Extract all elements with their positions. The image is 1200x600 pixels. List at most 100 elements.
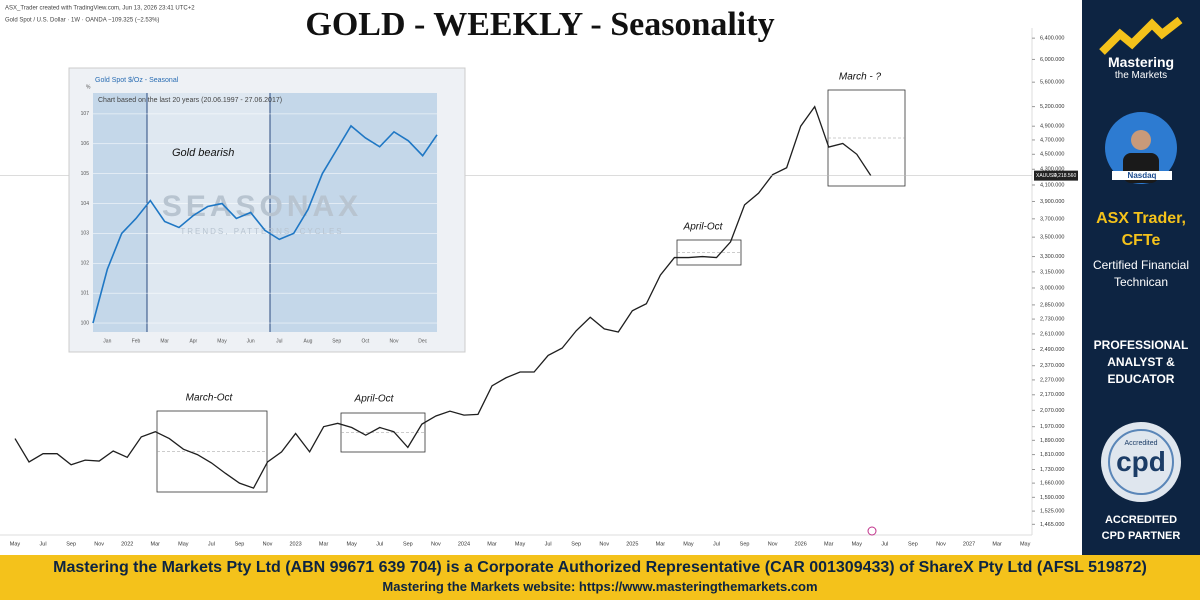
x-tick-label: 2025 [626, 541, 638, 547]
y-tick-label: 104 [81, 201, 90, 207]
nasdaq: Nasdaq [1112, 171, 1172, 180]
x-tick-label: Jul [376, 541, 383, 547]
x-tick-label: 2024 [458, 541, 470, 547]
x-tick-label: Mar [992, 541, 1002, 547]
y-tick-label: 5,600.000 [1040, 80, 1064, 86]
y-unit: % [86, 84, 91, 90]
x-tick-label: Nov [263, 541, 273, 547]
y-tick-label: 3,000.000 [1040, 285, 1064, 291]
x-tick-label: Jul [881, 541, 888, 547]
x-tick-label: Nov [390, 338, 399, 344]
y-tick-label: 107 [81, 111, 90, 117]
x-tick-label: May [347, 541, 358, 547]
x-tick-label: May [683, 541, 694, 547]
x-tick-label: Jul [40, 541, 47, 547]
y-tick-label: 2,170.000 [1040, 392, 1064, 398]
y-tick-label: 6,000.000 [1040, 57, 1064, 63]
y-tick-label: 2,730.000 [1040, 317, 1064, 323]
y-tick-label: 4,500.000 [1040, 152, 1064, 158]
badge: ANALYST & [1107, 355, 1175, 369]
y-tick-label: 2,850.000 [1040, 302, 1064, 308]
y-tick-label: 100 [81, 320, 90, 326]
x-tick-label: Jul [545, 541, 552, 547]
y-tick-label: 1,810.000 [1040, 452, 1064, 458]
y-tick-label: 101 [81, 290, 90, 296]
x-tick-label: Jul [276, 338, 282, 344]
brand: Mastering [1107, 54, 1175, 70]
y-tick-label: 103 [81, 231, 90, 237]
chart: ASX_Trader created with TradingView.com,… [0, 6, 1078, 547]
inset-subtitle: Chart based on the last 20 years (20.06.… [98, 97, 282, 104]
cpd-badge [1101, 422, 1181, 502]
annotation-label: March-Oct [186, 393, 234, 404]
y-tick-label: 6,400.000 [1040, 36, 1064, 42]
x-tick-label: Feb [132, 338, 141, 344]
y-tick-label: 1,890.000 [1040, 438, 1064, 444]
x-tick-label: Aug [304, 338, 313, 344]
name: ASX Trader, [1096, 210, 1186, 227]
last-price-box [1034, 170, 1078, 181]
footer: Mastering the Markets Pty Ltd (ABN 99671… [0, 555, 1200, 600]
y-tick-label: 1,590.000 [1040, 495, 1064, 501]
partner: ACCREDITED [1104, 514, 1178, 526]
partner: CPD PARTNER [1101, 530, 1181, 542]
logo [1099, 16, 1183, 55]
x-tick-label: Mar [656, 541, 666, 547]
y-tick-label: 4,100.000 [1040, 182, 1064, 188]
y-tick-label: 1,525.000 [1040, 509, 1064, 515]
role: Technican [1113, 275, 1169, 289]
price-line [14, 105, 872, 489]
x-tick-label: Sep [740, 541, 750, 547]
y-tick-label: 1,465.000 [1040, 522, 1064, 528]
x-tick-label: Oct [361, 338, 369, 344]
x-tick-label: Jan [103, 338, 111, 344]
y-tick-label: 3,150.000 [1040, 269, 1064, 275]
sidebar: Mastering the Markets Nasdaq ASX Trader,… [1082, 0, 1200, 555]
y-tick-label: 1,660.000 [1040, 481, 1064, 487]
y-tick-label: 4,900.000 [1040, 124, 1064, 130]
season-band [270, 93, 437, 332]
x-tick-label: Sep [571, 541, 581, 547]
season-band [93, 93, 147, 332]
y-tick-label: 4,300.000 [1040, 167, 1064, 173]
y-tick-label: 2,070.000 [1040, 408, 1064, 414]
x-tick-label: May [1020, 541, 1031, 547]
x-tick-label: Sep [332, 338, 341, 344]
title: GOLD - WEEKLY - Seasonality [305, 6, 774, 43]
badge: PROFESSIONAL [1093, 338, 1189, 352]
x-tick-label: 2022 [121, 541, 133, 547]
x-tick-label: May [10, 541, 21, 547]
last-price-symbol: XAUUSD [1036, 173, 1057, 179]
y-tick-label: 2,490.000 [1040, 347, 1064, 353]
y-tick-label: 3,500.000 [1040, 235, 1064, 241]
x-tick-label: Nov [431, 541, 441, 547]
y-tick-label: 5,200.000 [1040, 104, 1064, 110]
x-tick-label: Sep [908, 541, 918, 547]
y-tick-label: 2,270.000 [1040, 377, 1064, 383]
x-tick-label: Apr [189, 338, 197, 344]
x-tick-label: Jul [208, 541, 215, 547]
tv-icon [867, 526, 877, 536]
inset-title: Gold Spot $/Oz - Seasonal [95, 77, 179, 84]
x-tick-label: May [178, 541, 189, 547]
y-tick-label: 3,900.000 [1040, 199, 1064, 205]
annotation-label: March - ? [839, 72, 882, 83]
inset-annotation: Gold bearish [172, 147, 234, 159]
footer-line: Mastering the Markets website: https://w… [382, 579, 818, 594]
role: Certified Financial [1092, 258, 1190, 272]
x-tick-label: May [852, 541, 863, 547]
y-tick-label: 1,730.000 [1040, 467, 1064, 473]
symbol-line: Gold Spot / U.S. Dollar · 1W · OANDA −10… [5, 18, 159, 24]
x-tick-label: Nov [94, 541, 104, 547]
y-tick-label: 106 [81, 141, 90, 147]
x-tick-label: Mar [151, 541, 161, 547]
y-tick-label: 1,970.000 [1040, 424, 1064, 430]
credential: CFTe [1121, 232, 1161, 249]
x-tick-label: Nov [599, 541, 609, 547]
credit: ASX_Trader created with TradingView.com,… [5, 6, 195, 12]
x-tick-label: May [515, 541, 526, 547]
x-tick-label: Sep [235, 541, 245, 547]
y-tick-label: 2,370.000 [1040, 363, 1064, 369]
watermark: SEASONAX [162, 190, 362, 223]
